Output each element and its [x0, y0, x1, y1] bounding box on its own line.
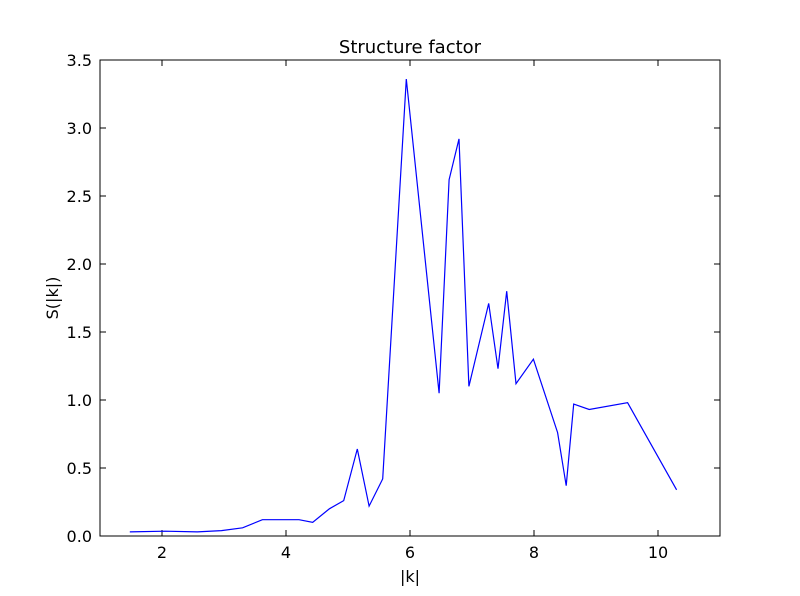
x-tick-label: 2: [157, 543, 167, 562]
data-series: [129, 78, 678, 533]
y-tick-label: 3.0: [67, 119, 92, 138]
series-line: [129, 78, 678, 533]
x-tick-label: 6: [405, 543, 415, 562]
y-tick-label: 3.5: [67, 51, 92, 70]
y-tick-label: 1.0: [67, 391, 92, 410]
axis-ticks: 2 4 6 8 10 0.0 0.5 1.0 1.5 2.0 2.5 3.0 3.5: [67, 51, 720, 562]
x-tick-label: 10: [648, 543, 668, 562]
y-tick-label: 0.0: [67, 527, 92, 546]
chart-title: Structure factor: [339, 37, 482, 58]
x-tick-label: 4: [281, 543, 291, 562]
y-tick-label: 1.5: [67, 323, 92, 342]
y-tick-label: 2.5: [67, 187, 92, 206]
y-axis-label: S(|k|): [43, 277, 62, 320]
plot-frame: [99, 59, 721, 537]
x-axis-label: |k|: [400, 567, 420, 586]
x-tick-label: 8: [529, 543, 539, 562]
y-tick-label: 0.5: [67, 459, 92, 478]
y-tick-label: 2.0: [67, 255, 92, 274]
